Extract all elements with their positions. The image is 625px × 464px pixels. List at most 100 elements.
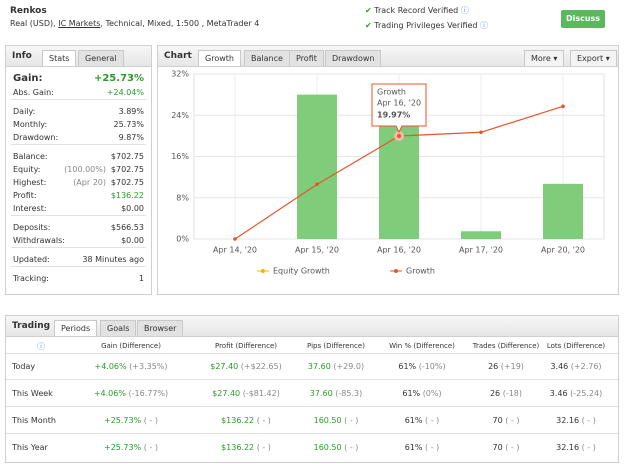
cell-value: 3.46: [550, 362, 569, 371]
tab[interactable]: Growth: [198, 50, 241, 66]
line-point: [233, 237, 237, 241]
stat-label: Highest:: [13, 178, 47, 187]
cell-difference: (+$22.65): [240, 362, 282, 371]
stat-value: $0.00: [121, 204, 144, 213]
table-cell: 61% ( - ): [372, 416, 472, 425]
cell-difference: (-16.77%): [128, 389, 169, 398]
cell-value: $27.40: [212, 389, 241, 398]
broker-link[interactable]: IC Markets: [58, 19, 101, 28]
table-cell: 70 ( - ): [456, 443, 556, 452]
stat-label: Withdrawals:: [13, 236, 65, 245]
stat-value: $566.53: [110, 223, 144, 232]
table-cell: +4.06% (-16.77%): [81, 389, 181, 398]
trading-panel: Trading Periods Goals Browser ⓘ Gain (Di…: [5, 315, 619, 463]
tab[interactable]: Profit: [289, 50, 324, 66]
column-header: Lots (Difference): [546, 342, 606, 350]
stat-label: Gain:: [13, 73, 43, 84]
cell-value: 61%: [404, 443, 423, 452]
stat-value: $136.22: [110, 191, 144, 200]
table-cell: +4.06% (+3.35%): [81, 362, 181, 371]
tab[interactable]: General: [78, 50, 124, 66]
period-label: This Month: [12, 416, 56, 425]
table-cell: $136.22 ( - ): [196, 416, 296, 425]
stat-label: Deposits:: [13, 223, 51, 232]
y-tick-label: 16%: [171, 152, 189, 161]
stat-value: 3.89%: [118, 107, 144, 116]
info-panel: Info Stats General Gain: +25.73% Abs. Gain…: [5, 45, 152, 295]
cell-value: 61%: [404, 416, 423, 425]
cell-difference: ( - ): [505, 416, 520, 425]
cell-value: 37.60: [307, 362, 331, 371]
legend-marker: [394, 269, 398, 273]
cell-difference: (-$81.42): [242, 389, 280, 398]
period-label: This Week: [12, 389, 53, 398]
stat-value: +25.73%: [93, 73, 144, 84]
chart-panel: Chart Growth Balance Profit Drawdown Mor…: [157, 45, 619, 295]
tab[interactable]: Goals: [100, 320, 137, 336]
subtitle-text: Real (USD),: [10, 19, 59, 28]
cell-value: 70: [492, 443, 503, 452]
x-tick-label: Apr 14, '20: [213, 246, 257, 255]
cell-difference: (+19): [500, 362, 524, 371]
x-tick-label: Apr 17, '20: [459, 246, 503, 255]
table-cell: $27.40 (-$81.42): [196, 389, 296, 398]
line-point: [479, 130, 483, 135]
x-tick-label: Apr 20, '20: [541, 246, 585, 255]
cell-value: 26: [489, 389, 501, 398]
cell-value: 32.16: [556, 443, 580, 452]
table-cell: 3.46 (-25.24): [526, 389, 625, 398]
stat-value: 9.87%: [118, 133, 144, 142]
period-label: This Year: [12, 443, 48, 452]
column-header: Profit (Difference): [214, 342, 278, 350]
menu-text: More: [531, 54, 551, 63]
cell-value: 26: [488, 362, 499, 371]
bar: [461, 231, 501, 239]
column-header: Gain (Difference): [101, 342, 161, 350]
table-cell: 61% ( - ): [372, 443, 472, 452]
stat-value: $0.00: [121, 236, 144, 245]
table-cell: 3.46 (+2.76): [526, 362, 625, 371]
table-cell: $27.40 (+$22.65): [196, 362, 296, 371]
discuss-button[interactable]: Discuss: [561, 10, 605, 28]
cell-difference: (+2.76): [570, 362, 602, 371]
table-cell: 61% (-10%): [372, 362, 472, 371]
column-header: Win % (Difference): [389, 342, 455, 350]
separator: [11, 247, 146, 248]
cell-difference: ( - ): [505, 443, 520, 452]
tab[interactable]: Periods: [54, 320, 98, 336]
cell-value: 61%: [402, 389, 421, 398]
tab[interactable]: Stats: [42, 50, 77, 66]
stat-value: +24.04%: [106, 88, 144, 97]
stat-label: Tracking:: [13, 274, 49, 283]
cell-difference: ( - ): [143, 443, 158, 452]
cell-difference: ( - ): [143, 416, 158, 425]
stat-value: $702.75: [110, 165, 144, 174]
table-cell: 37.60 (+29.0): [286, 362, 386, 371]
cell-difference: (-25.24): [570, 389, 603, 398]
chart: 0% 8% 16% 24% 32% Apr 14, '20 Apr 15, '20 Apr 1…: [171, 70, 605, 276]
panel-label: Chart: [164, 51, 192, 61]
tooltip-value: 19.97%: [377, 111, 410, 120]
stat-value: 38 Minutes ago: [82, 255, 144, 264]
table-cell: 160.50 ( - ): [286, 443, 386, 452]
menu-text: Export: [577, 54, 604, 63]
info-icon[interactable]: ⓘ: [37, 342, 45, 351]
tab[interactable]: Drawdown: [325, 50, 382, 66]
account-subtitle: Real (USD), IC Markets, Technical, Mixed…: [10, 19, 259, 28]
legend-marker: [261, 269, 265, 273]
tab[interactable]: Browser: [137, 320, 184, 336]
cell-value: $136.22: [221, 443, 255, 452]
cell-difference: ( - ): [581, 416, 596, 425]
legend-label: Growth: [406, 267, 435, 276]
stat-label: Profit:: [13, 191, 37, 200]
table-cell: +25.73% ( - ): [81, 416, 181, 425]
cell-difference: (-85.3): [335, 389, 363, 398]
stat-value: $702.75: [110, 152, 144, 161]
menu[interactable]: Export ▾: [570, 50, 617, 66]
menu[interactable]: More ▾: [524, 50, 565, 66]
cell-difference: ( - ): [425, 416, 440, 425]
cell-difference: ( - ): [344, 416, 359, 425]
table-cell: 37.60 (-85.3): [286, 389, 386, 398]
panel-bar: [6, 316, 618, 337]
